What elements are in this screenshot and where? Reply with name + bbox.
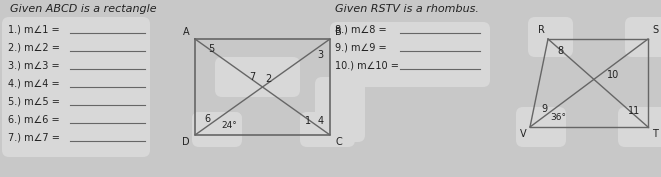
- FancyBboxPatch shape: [625, 17, 661, 57]
- FancyBboxPatch shape: [618, 107, 661, 147]
- FancyBboxPatch shape: [315, 87, 360, 142]
- Text: 1.) m∠1 =: 1.) m∠1 =: [8, 24, 63, 34]
- Text: 8.) m∠8 =: 8.) m∠8 =: [335, 24, 390, 34]
- FancyBboxPatch shape: [300, 112, 355, 147]
- FancyBboxPatch shape: [255, 57, 300, 97]
- Text: S: S: [652, 25, 658, 35]
- Text: C: C: [335, 137, 342, 147]
- Text: 7.) m∠7 =: 7.) m∠7 =: [8, 132, 63, 142]
- Text: 11: 11: [628, 106, 640, 116]
- Text: D: D: [182, 137, 190, 147]
- Text: A: A: [183, 27, 190, 37]
- Text: 4: 4: [318, 116, 324, 126]
- Text: 2.) m∠2 =: 2.) m∠2 =: [8, 42, 63, 52]
- Text: 1: 1: [305, 116, 311, 126]
- Text: 3.) m∠3 =: 3.) m∠3 =: [8, 60, 63, 70]
- Text: 24°: 24°: [221, 121, 237, 130]
- Text: 10: 10: [607, 70, 619, 80]
- Text: Given ABCD is a rectangle: Given ABCD is a rectangle: [10, 4, 157, 14]
- Text: 3: 3: [317, 50, 323, 60]
- Text: 9.) m∠9 =: 9.) m∠9 =: [335, 42, 390, 52]
- Text: 8: 8: [557, 46, 563, 56]
- Text: B: B: [335, 27, 342, 37]
- FancyBboxPatch shape: [192, 112, 242, 142]
- Text: 6: 6: [204, 114, 210, 124]
- FancyBboxPatch shape: [516, 107, 566, 147]
- Text: V: V: [520, 129, 527, 139]
- Text: 2: 2: [265, 74, 272, 84]
- Text: 5: 5: [208, 44, 214, 54]
- FancyBboxPatch shape: [330, 22, 490, 87]
- Text: 10.) m∠10 =: 10.) m∠10 =: [335, 60, 402, 70]
- Text: T: T: [652, 129, 658, 139]
- FancyBboxPatch shape: [2, 17, 150, 157]
- Text: 7: 7: [249, 72, 256, 82]
- Text: 6.) m∠6 =: 6.) m∠6 =: [8, 114, 63, 124]
- Text: 5.) m∠5 =: 5.) m∠5 =: [8, 96, 63, 106]
- Text: R: R: [538, 25, 545, 35]
- FancyBboxPatch shape: [315, 77, 365, 142]
- Text: 36°: 36°: [550, 113, 566, 122]
- Text: 9: 9: [541, 104, 547, 114]
- Text: Given RSTV is a rhombus.: Given RSTV is a rhombus.: [335, 4, 479, 14]
- FancyBboxPatch shape: [215, 57, 270, 97]
- Text: 4.) m∠4 =: 4.) m∠4 =: [8, 78, 63, 88]
- FancyBboxPatch shape: [192, 112, 242, 147]
- FancyBboxPatch shape: [528, 17, 573, 57]
